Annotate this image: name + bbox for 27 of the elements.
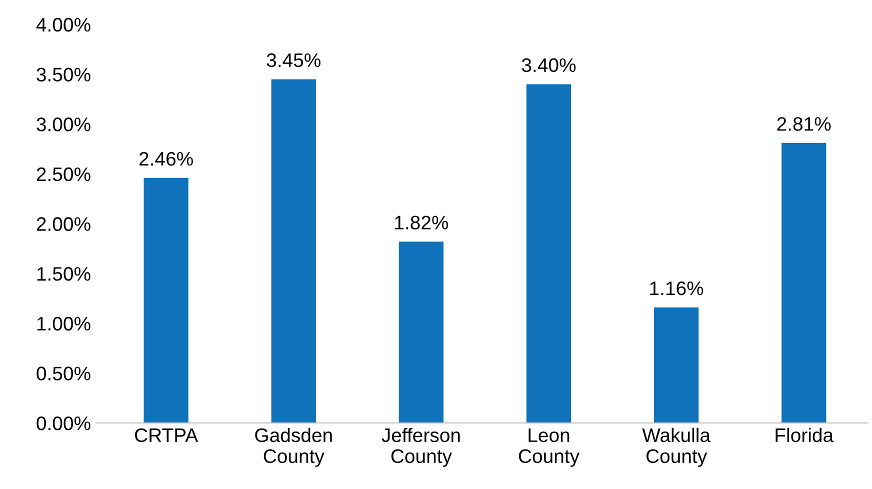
y-tick-label: 0.50% [36, 366, 90, 380]
data-label: 3.45% [266, 53, 321, 68]
bar [398, 242, 444, 423]
y-tick-label: 2.00% [36, 217, 90, 231]
bar [654, 307, 699, 423]
x-tick-label: Florida [776, 428, 834, 442]
bar [271, 79, 316, 423]
x-tick-label: Wakulla County [642, 428, 711, 467]
x-tick-label: Leon County [518, 428, 580, 467]
data-label: 1.82% [395, 216, 448, 230]
y-tick-label: 1.00% [37, 316, 90, 331]
y-tick-label: 4.00% [36, 18, 90, 32]
data-label: 1.16% [650, 281, 704, 296]
y-tick-label: 2.50% [36, 167, 90, 182]
y-tick-label: 3.50% [36, 68, 90, 82]
data-label: 2.46% [139, 152, 193, 166]
x-tick-label: Gadsden County [255, 428, 332, 467]
y-tick-label: 3.00% [36, 118, 90, 132]
bar [144, 178, 188, 423]
bar [782, 143, 826, 423]
y-tick-label: 0.00% [36, 416, 90, 430]
data-label: 2.81% [777, 117, 831, 131]
x-tick-label: CRTPA [135, 428, 198, 442]
x-tick-label: Jefferson County [382, 428, 460, 467]
bar [526, 84, 572, 423]
data-label: 3.40% [522, 58, 576, 72]
y-tick-label: 1.50% [37, 267, 90, 281]
